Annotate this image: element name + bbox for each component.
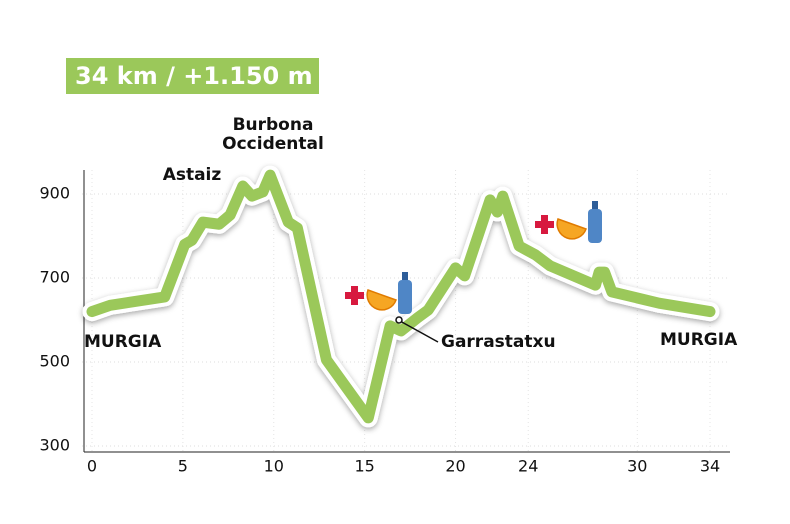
first-aid-icon — [345, 286, 364, 305]
plot — [82, 165, 720, 428]
chart-title: 34 km / +1.150 m — [75, 62, 313, 90]
annotation: Occidental — [222, 134, 324, 154]
first-aid-icon — [535, 215, 554, 234]
x-tick-label: 15 — [354, 457, 374, 476]
title-box — [66, 58, 319, 94]
leader-line — [399, 320, 439, 343]
elevation-line — [86, 169, 716, 424]
y-tick-label: 900 — [39, 184, 70, 203]
x-tick-label: 0 — [87, 457, 97, 476]
lemon-icon — [556, 218, 587, 240]
leader-dot — [395, 316, 403, 324]
x-tick-label: 34 — [700, 457, 720, 476]
annotation: MURGIA — [84, 332, 162, 352]
x-tick-label: 30 — [627, 457, 647, 476]
annotation: Burbona — [233, 115, 314, 135]
x-tick-label: 20 — [445, 457, 465, 476]
x-tick-label: 10 — [264, 457, 284, 476]
bottle-icon — [398, 280, 412, 314]
y-tick-label: 300 — [39, 436, 70, 455]
bottle-cap — [592, 201, 598, 209]
annotation: Astaiz — [163, 165, 222, 185]
y-tick-label: 700 — [39, 268, 70, 287]
aid-icons — [345, 201, 602, 314]
x-tick-label: 5 — [178, 457, 188, 476]
bottle-icon — [588, 209, 602, 243]
y-tick-label: 500 — [39, 352, 70, 371]
annotation: Garrastatxu — [441, 332, 556, 352]
bottle-cap — [402, 272, 408, 280]
lemon-icon — [366, 289, 397, 311]
x-tick-label: 24 — [518, 457, 538, 476]
annotation: MURGIA — [660, 330, 738, 350]
